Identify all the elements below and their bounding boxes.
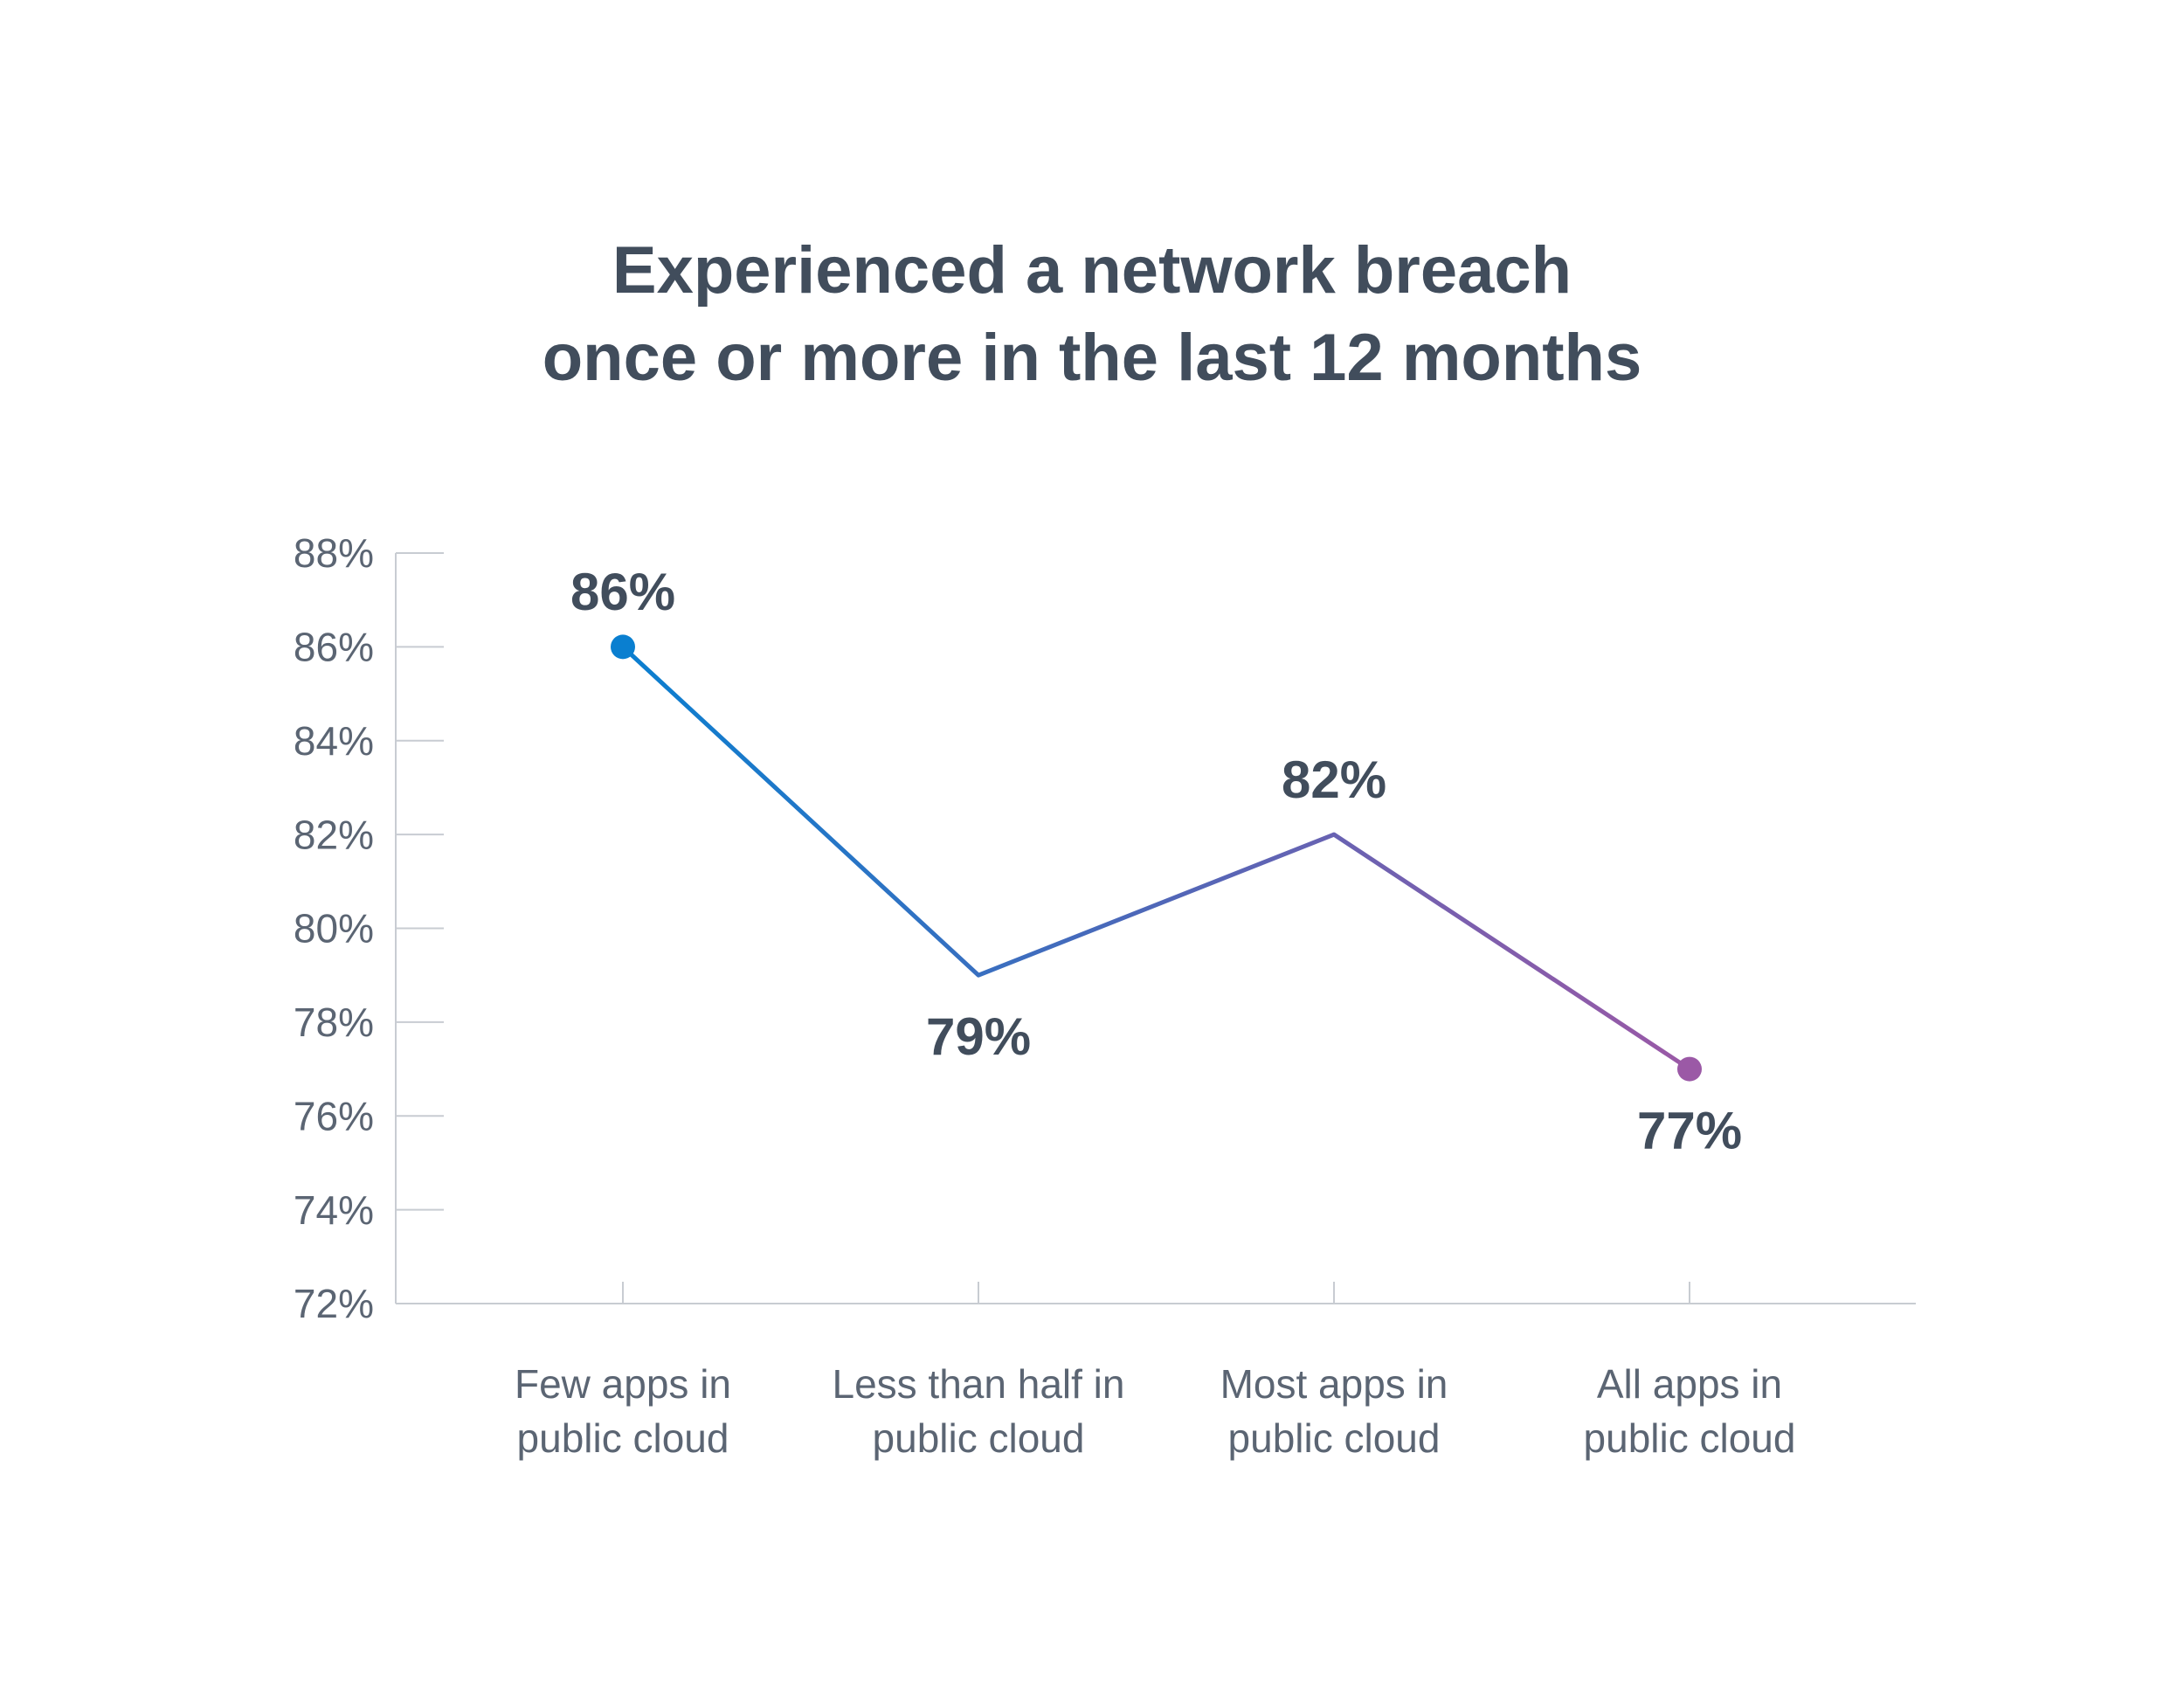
x-tick-label: All apps in <box>1597 1361 1782 1407</box>
data-point-marker <box>1677 1056 1702 1082</box>
x-tick-label: Few apps in <box>515 1361 731 1407</box>
y-tick-label: 78% <box>294 1000 374 1045</box>
x-tick-label: Most apps in <box>1220 1361 1448 1407</box>
y-tick-label: 76% <box>294 1093 374 1138</box>
y-tick-label: 72% <box>294 1281 374 1326</box>
data-point-marker <box>611 634 635 660</box>
data-label: 86% <box>570 563 675 621</box>
x-tick-label: public cloud <box>1584 1415 1796 1461</box>
series-line <box>620 644 1692 1072</box>
chart-title-line-1: Experienced a network breach <box>612 233 1572 308</box>
y-tick-label: 82% <box>294 812 374 857</box>
x-tick-label: public cloud <box>517 1415 729 1461</box>
y-tick-label: 84% <box>294 718 374 764</box>
data-label: 79% <box>926 1007 1031 1066</box>
y-tick-label: 80% <box>294 906 374 951</box>
x-tick-label: public cloud <box>873 1415 1085 1461</box>
y-tick-label: 74% <box>294 1187 374 1233</box>
x-tick-label: Less than half in <box>832 1361 1124 1407</box>
data-label: 82% <box>1282 751 1386 809</box>
x-tick-label: public cloud <box>1228 1415 1441 1461</box>
data-label: 77% <box>1637 1101 1742 1159</box>
chart-title-line-2: once or more in the last 12 months <box>542 321 1642 395</box>
y-tick-label: 88% <box>294 530 374 576</box>
y-tick-label: 86% <box>294 625 374 670</box>
